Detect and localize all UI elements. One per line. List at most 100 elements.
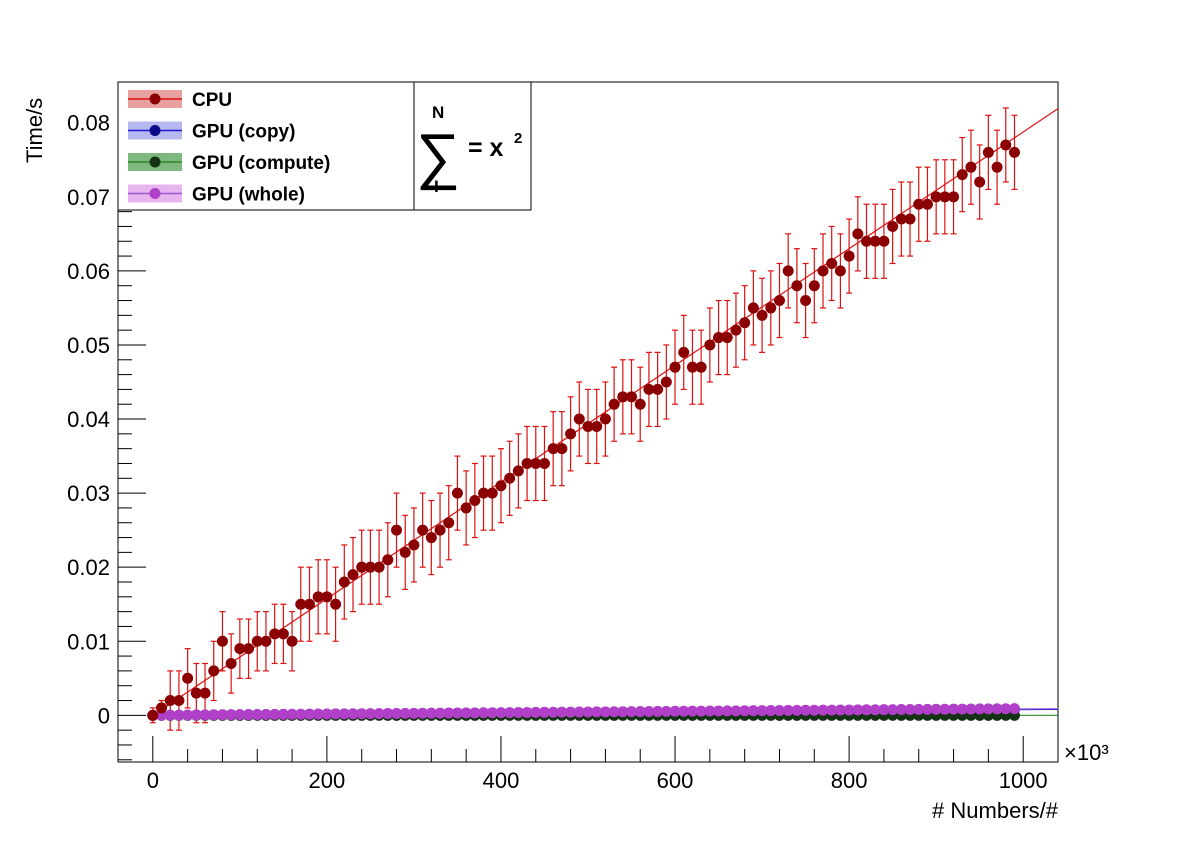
gpu-point [800, 704, 812, 716]
cpu-point [199, 687, 211, 699]
gpu-point [286, 708, 298, 720]
plot-frame [117, 81, 1059, 763]
gpu-point [460, 707, 472, 719]
gpu-point [599, 706, 611, 718]
gpu-point [1008, 703, 1020, 715]
cpu-point [417, 524, 429, 536]
cpu-point [974, 176, 986, 188]
cpu-point [695, 361, 707, 373]
legend-marker [149, 125, 161, 136]
cpu-point [660, 376, 672, 388]
y-tick-label: 0.05 [67, 333, 110, 358]
x-tick-label: 0 [147, 768, 159, 793]
legend-label: GPU (compute) [192, 153, 330, 174]
gpu-point [190, 709, 202, 721]
legend-label: GPU (copy) [192, 122, 295, 143]
cpu-point [504, 472, 516, 484]
gpu-point [295, 708, 307, 720]
cpu-point [982, 146, 994, 158]
cpu-point [765, 302, 777, 314]
cpu-point [382, 554, 394, 566]
gpu-point [730, 705, 742, 717]
gpu-point [451, 707, 463, 719]
cpu-point [713, 332, 725, 344]
cpu-point [913, 198, 925, 210]
x-axis-title: # Numbers/# [932, 798, 1059, 823]
cpu-point [173, 695, 185, 707]
gpu-point [582, 706, 594, 718]
gpu-point [739, 705, 751, 717]
gpu-point [199, 709, 211, 721]
cpu-point [730, 324, 742, 336]
gpu-point [512, 707, 524, 719]
cpu-point [243, 643, 255, 655]
gpu-point [721, 705, 733, 717]
x-tick-label: 200 [309, 768, 346, 793]
gpu-point [373, 708, 385, 720]
cpu-point [869, 235, 881, 247]
y-tick-label: 0.07 [67, 185, 110, 210]
gpu-point [982, 703, 994, 715]
gpu-point [269, 708, 281, 720]
cpu-point [808, 280, 820, 292]
cpu-point [678, 346, 690, 358]
gpu-point [173, 709, 185, 721]
y-axis-title: Time/s [22, 98, 47, 163]
gpu-point [208, 709, 220, 721]
cpu-point [277, 628, 289, 640]
gpu-point [939, 703, 951, 715]
cpu-point [260, 635, 272, 647]
cpu-point [208, 665, 220, 677]
cpu-point [547, 443, 559, 455]
gpu-point [164, 709, 176, 721]
x-tick-label: 1000 [999, 768, 1048, 793]
legend-marker [149, 156, 161, 168]
gpu-point [547, 706, 559, 718]
gpu-point [669, 705, 681, 717]
gpu-point [347, 708, 359, 720]
cpu-point [826, 257, 838, 269]
cpu-point [852, 228, 864, 240]
cpu-point [617, 391, 629, 403]
gpu-point [713, 705, 725, 717]
cpu-point [599, 413, 611, 425]
cpu-point [451, 487, 463, 499]
gpu-point [747, 705, 759, 717]
gpu-point [251, 709, 263, 721]
cpu-point [538, 457, 550, 469]
gpu-point [243, 709, 255, 721]
gpu-point [469, 707, 481, 719]
gpu-point [495, 707, 507, 719]
cpu-point [521, 457, 533, 469]
gpu-point [878, 704, 890, 716]
cpu-point [965, 161, 977, 173]
gpu-point [565, 706, 577, 718]
cpu-point [895, 213, 907, 225]
cpu-point [921, 198, 933, 210]
cpu-point [991, 161, 1003, 173]
cpu-point [686, 361, 698, 373]
gpu-point [991, 703, 1003, 715]
cpu-point [303, 598, 315, 610]
gpu-point [965, 703, 977, 715]
gpu-point [791, 704, 803, 716]
y-tick-label: 0.08 [67, 111, 110, 136]
gpu-point [399, 707, 411, 719]
cpu-point [817, 265, 829, 277]
gpu-point [634, 706, 646, 718]
formula-rhs: = x [468, 134, 504, 162]
gpu-point [234, 709, 246, 721]
x-tick-label: 400 [483, 768, 520, 793]
gpu-point [182, 709, 194, 721]
gpu-point [852, 704, 864, 716]
gpu-point [608, 706, 620, 718]
cpu-point [1008, 146, 1020, 158]
gpu-point [277, 708, 289, 720]
legend-marker [149, 188, 161, 199]
gpu-point [686, 705, 698, 717]
cpu-point [861, 235, 873, 247]
x-axis-multiplier: ×10³ [1064, 740, 1109, 765]
cpu-point [338, 576, 350, 588]
cpu-point [190, 687, 202, 699]
